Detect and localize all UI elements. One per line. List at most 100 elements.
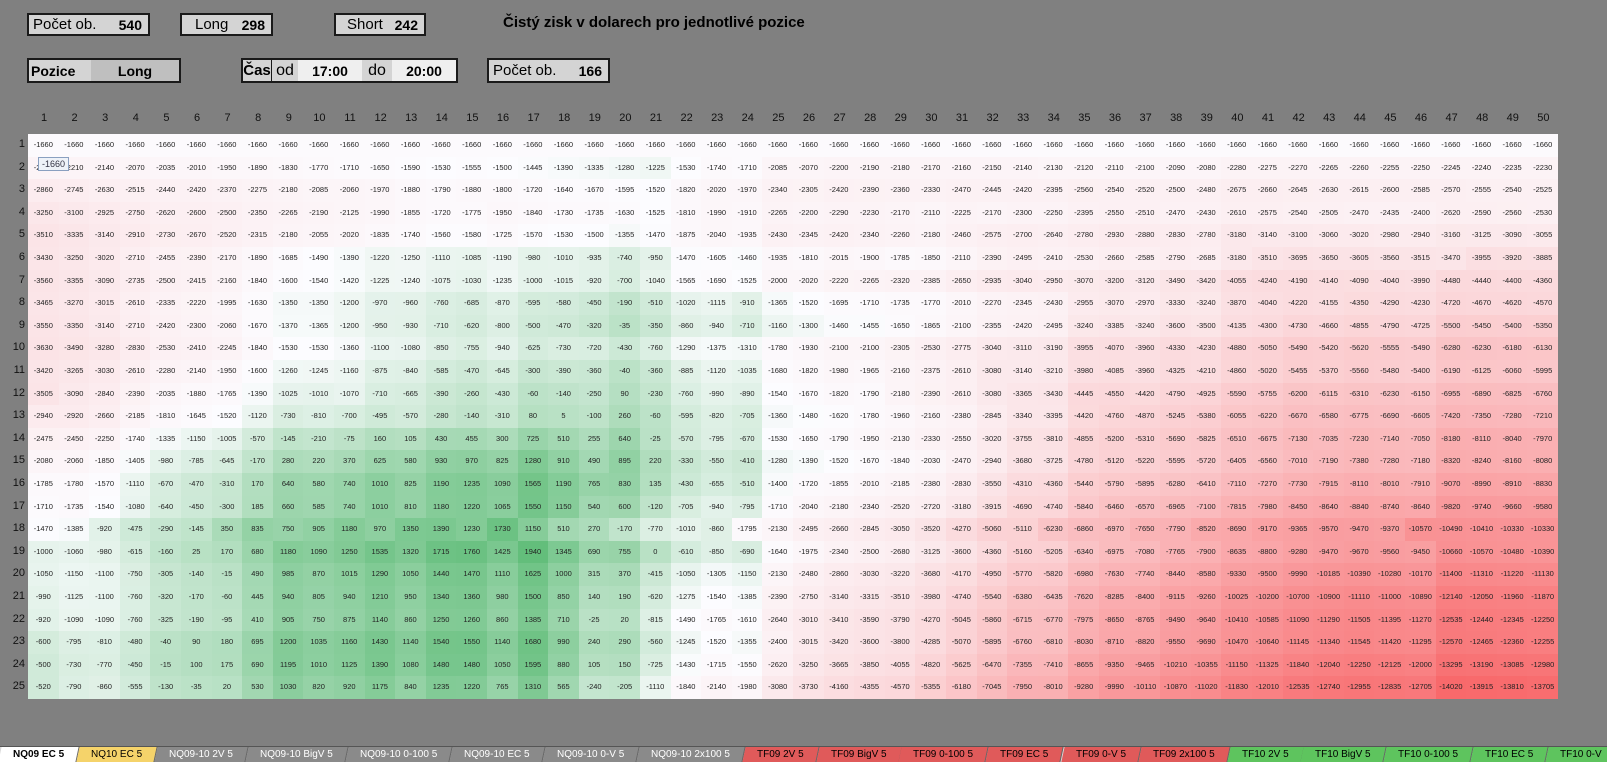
grid-cell[interactable]: -2345 — [793, 224, 824, 247]
grid-cell[interactable]: -10025 — [1221, 586, 1252, 609]
grid-cell[interactable]: -9990 — [1282, 563, 1314, 586]
grid-cell[interactable]: -3125 — [1466, 224, 1497, 247]
grid-cell[interactable]: -8110 — [1343, 473, 1375, 496]
grid-cell[interactable]: -10700 — [1282, 586, 1314, 609]
column-header[interactable]: 41 — [1261, 112, 1275, 124]
grid-cell[interactable]: -300 — [211, 495, 243, 519]
grid-cell[interactable]: 160 — [364, 427, 396, 451]
grid-cell[interactable]: -4350 — [1343, 292, 1375, 315]
grid-cell[interactable]: -1990 — [701, 201, 732, 225]
grid-cell[interactable]: -1840 — [242, 337, 273, 360]
grid-cell[interactable]: -7765 — [1160, 540, 1191, 564]
grid-cell[interactable]: -9820 — [1435, 495, 1467, 519]
grid-cell[interactable]: -2830 — [119, 337, 151, 360]
grid-cell[interactable]: 850 — [548, 586, 579, 609]
grid-cell[interactable]: 1110 — [487, 563, 518, 586]
row-header[interactable]: 22 — [12, 612, 25, 625]
grid-cell[interactable]: -12140 — [1435, 586, 1467, 609]
sheet-tab[interactable]: TF10 0-100 5 — [1383, 747, 1474, 762]
grid-cell[interactable]: -2445 — [976, 179, 1008, 202]
grid-cell[interactable]: -1225 — [364, 269, 396, 293]
column-header[interactable]: 23 — [711, 112, 724, 124]
column-header[interactable]: 15 — [466, 112, 479, 124]
grid-cell[interactable]: -5625 — [946, 653, 977, 677]
grid-cell[interactable]: -10480 — [1496, 540, 1528, 564]
grid-cell[interactable]: -1875 — [670, 224, 702, 247]
grid-cell[interactable]: -2040 — [793, 495, 824, 519]
grid-cell[interactable]: -2180 — [915, 224, 946, 247]
column-header[interactable]: 9 — [285, 112, 292, 124]
grid-cell[interactable]: -3680 — [1007, 450, 1038, 473]
grid-cell[interactable]: -3060 — [1313, 224, 1344, 247]
grid-cell[interactable]: -7130 — [1282, 427, 1314, 451]
grid-cell[interactable]: 565 — [548, 676, 579, 699]
grid-cell[interactable]: -5355 — [915, 676, 946, 699]
row-header[interactable]: 21 — [12, 590, 25, 602]
grid-cell[interactable]: 1390 — [425, 518, 457, 541]
grid-cell[interactable]: -6760 — [1527, 382, 1558, 406]
grid-cell[interactable]: 1030 — [272, 676, 304, 699]
grid-cell[interactable]: -2620 — [762, 653, 793, 677]
grid-cell[interactable]: -1900 — [854, 247, 885, 270]
sheet-tab[interactable]: TF09 2V 5 — [742, 747, 820, 762]
grid-cell[interactable]: -12050 — [1466, 586, 1497, 609]
grid-cell[interactable]: -2185 — [884, 473, 916, 496]
grid-cell[interactable]: -9560 — [1374, 540, 1405, 564]
grid-cell[interactable]: -2340 — [854, 495, 885, 519]
grid-cell[interactable]: -3810 — [1037, 427, 1069, 451]
grid-cell[interactable]: -1030 — [456, 269, 487, 293]
grid-cell[interactable]: -1935 — [731, 224, 763, 247]
grid-cell[interactable]: 1250 — [334, 540, 365, 564]
column-header[interactable]: 39 — [1200, 112, 1213, 124]
grid-cell[interactable]: -3990 — [1405, 269, 1436, 293]
grid-cell[interactable]: -3015 — [793, 631, 824, 654]
grid-cell[interactable]: -100 — [578, 405, 610, 428]
grid-cell[interactable]: -3340 — [1007, 405, 1038, 428]
grid-cell[interactable]: -3315 — [854, 586, 885, 609]
grid-cell[interactable]: -1390 — [334, 247, 365, 270]
column-header[interactable]: 21 — [649, 112, 663, 124]
grid-cell[interactable]: -3090 — [58, 382, 90, 406]
grid-cell[interactable]: -1480 — [793, 405, 824, 428]
grid-cell[interactable]: -4660 — [1313, 314, 1344, 338]
grid-cell[interactable]: -1080 — [119, 495, 151, 519]
grid-cell[interactable]: -2750 — [119, 201, 151, 225]
column-header[interactable]: 3 — [102, 112, 109, 124]
column-header[interactable]: 22 — [680, 112, 693, 124]
grid-cell[interactable]: -9640 — [1190, 608, 1222, 632]
grid-cell[interactable]: -9550 — [1160, 631, 1191, 654]
grid-cell[interactable]: -3755 — [1007, 427, 1038, 451]
grid-cell[interactable]: -2420 — [1007, 179, 1038, 202]
grid-cell[interactable]: -730 — [548, 337, 579, 360]
grid-cell[interactable]: -2700 — [1007, 224, 1038, 247]
grid-cell[interactable]: -2100 — [1129, 156, 1161, 180]
grid-cell[interactable]: -6310 — [1343, 382, 1375, 406]
grid-cell[interactable]: 690 — [242, 653, 273, 677]
grid-cell[interactable]: -2010 — [854, 473, 885, 496]
grid-cell[interactable]: -1960 — [884, 405, 916, 428]
grid-cell[interactable]: -8655 — [1068, 653, 1099, 677]
grid-cell[interactable]: -5050 — [1252, 337, 1283, 360]
grid-cell[interactable]: 170 — [242, 473, 273, 496]
row-header[interactable]: 7 — [18, 273, 25, 286]
grid-cell[interactable]: -1235 — [487, 269, 518, 293]
grid-cell[interactable]: -2010 — [181, 156, 212, 180]
grid-cell[interactable]: -4070 — [1099, 337, 1130, 360]
grid-cell[interactable]: -1660 — [548, 134, 579, 157]
grid-cell[interactable]: -2390 — [119, 382, 151, 406]
column-header[interactable]: 48 — [1476, 112, 1489, 124]
grid-cell[interactable]: -7975 — [1068, 608, 1099, 632]
grid-cell[interactable]: -1080 — [395, 337, 426, 360]
grid-cell[interactable]: -2190 — [854, 156, 885, 180]
grid-cell[interactable]: -6405 — [1221, 450, 1252, 473]
grid-cell[interactable]: 1080 — [395, 653, 426, 677]
grid-cell[interactable]: -3420 — [823, 631, 855, 654]
grid-cell[interactable]: -2245 — [1435, 156, 1467, 180]
grid-cell[interactable]: -7050 — [1405, 427, 1436, 451]
grid-cell[interactable]: -1490 — [670, 608, 702, 632]
sheet-tab[interactable]: TF09 0-V 5 — [1061, 747, 1142, 762]
grid-cell[interactable]: -11000 — [1374, 586, 1405, 609]
row-header[interactable]: 18 — [12, 522, 25, 535]
grid-cell[interactable]: -2780 — [1068, 224, 1099, 247]
grid-cell[interactable]: 455 — [456, 427, 487, 451]
